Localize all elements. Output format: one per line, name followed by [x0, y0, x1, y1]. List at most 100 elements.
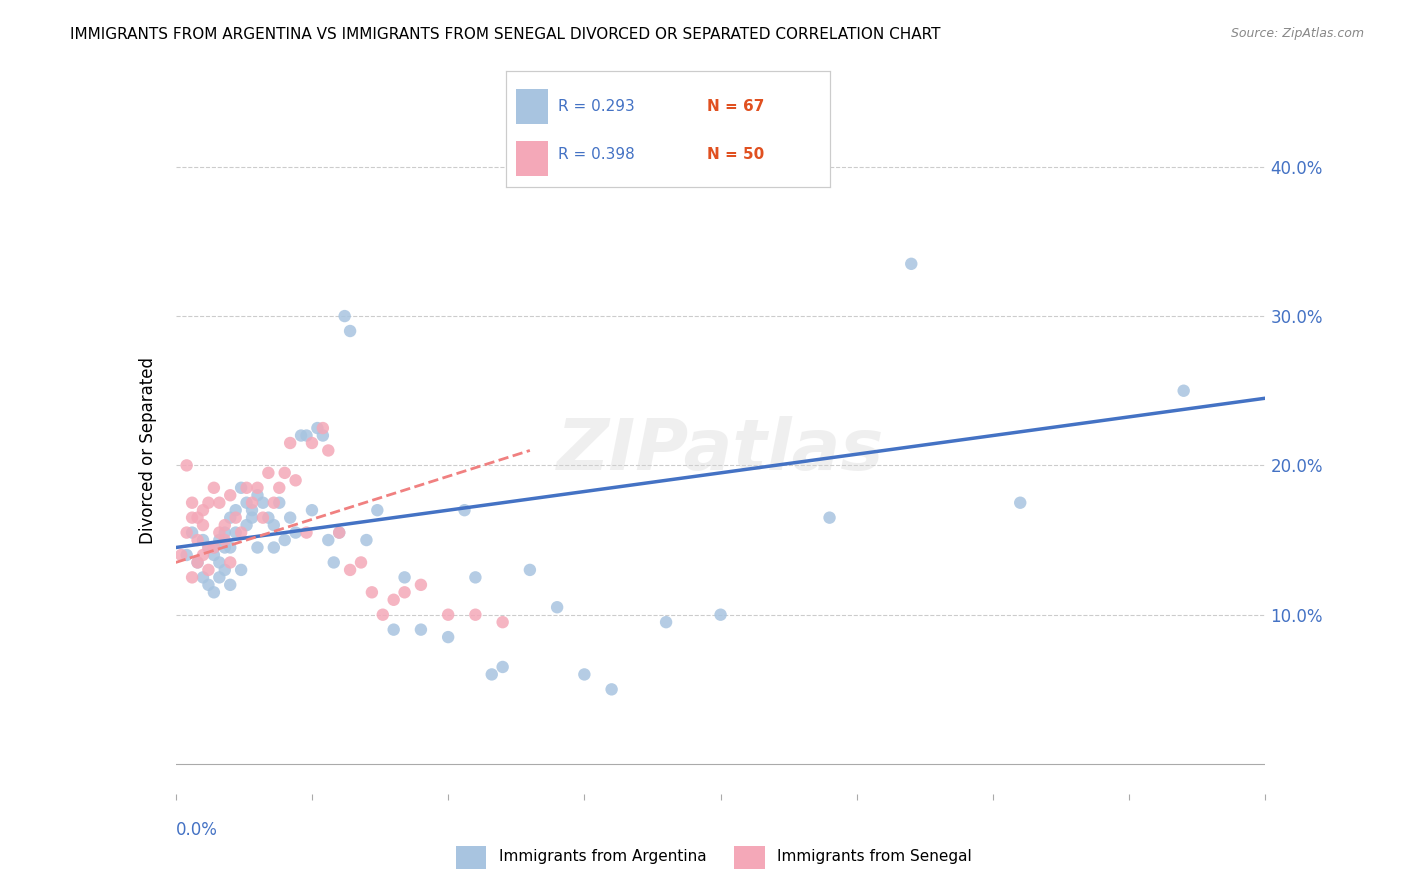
Point: [318, 533, 340, 547]
Point: [225, 503, 247, 517]
Bar: [516, 88, 548, 123]
Point: [284, 473, 307, 487]
Point: [600, 682, 623, 697]
Point: [312, 428, 335, 442]
Point: [492, 615, 515, 630]
Point: [269, 496, 291, 510]
Point: [197, 541, 219, 555]
Point: [290, 428, 312, 442]
Point: [170, 548, 193, 562]
Point: [181, 510, 204, 524]
Point: [263, 518, 285, 533]
Point: [208, 496, 231, 510]
Point: [202, 541, 225, 555]
Point: [710, 607, 733, 622]
Text: R = 0.293: R = 0.293: [558, 99, 634, 113]
Point: [197, 563, 219, 577]
Point: [208, 533, 231, 547]
Point: [464, 607, 486, 622]
Point: [214, 518, 236, 533]
Point: [214, 541, 236, 555]
Point: [186, 510, 209, 524]
Point: [235, 481, 257, 495]
Point: [219, 510, 242, 524]
Point: [252, 510, 274, 524]
Point: [219, 488, 242, 502]
Point: [350, 556, 373, 570]
Point: [382, 592, 405, 607]
Point: [360, 585, 382, 599]
Point: [191, 548, 214, 562]
Point: [263, 541, 285, 555]
Point: [328, 525, 350, 540]
Point: [1173, 384, 1195, 398]
Point: [181, 496, 204, 510]
Point: [464, 570, 486, 584]
Point: [208, 525, 231, 540]
Point: [186, 556, 209, 570]
Point: [257, 466, 280, 480]
Bar: [456, 846, 486, 869]
Point: [246, 541, 269, 555]
Point: [197, 578, 219, 592]
Point: [225, 525, 247, 540]
Text: N = 67: N = 67: [707, 99, 763, 113]
Point: [1010, 496, 1032, 510]
Point: [295, 525, 318, 540]
Point: [176, 525, 198, 540]
Point: [191, 503, 214, 517]
Point: [208, 556, 231, 570]
Point: [574, 667, 596, 681]
Text: 0.0%: 0.0%: [176, 822, 218, 839]
Point: [274, 533, 297, 547]
Point: [181, 570, 204, 584]
Point: [186, 556, 209, 570]
Point: [312, 421, 335, 435]
Point: [246, 488, 269, 502]
Text: R = 0.398: R = 0.398: [558, 147, 634, 162]
Point: [197, 541, 219, 555]
Point: [219, 556, 242, 570]
Point: [371, 607, 394, 622]
Point: [437, 607, 460, 622]
Point: [339, 324, 361, 338]
Point: [235, 518, 257, 533]
Point: [394, 585, 416, 599]
Point: [333, 309, 356, 323]
Point: [202, 585, 225, 599]
Point: [214, 533, 236, 547]
Point: [328, 525, 350, 540]
Point: [278, 510, 301, 524]
Point: [818, 510, 841, 524]
Point: [269, 481, 291, 495]
Point: [202, 548, 225, 562]
Point: [208, 570, 231, 584]
Point: [655, 615, 678, 630]
Point: [307, 421, 329, 435]
Point: [231, 481, 253, 495]
Point: [278, 436, 301, 450]
Point: [481, 667, 503, 681]
Bar: [516, 141, 548, 176]
Text: Immigrants from Senegal: Immigrants from Senegal: [778, 849, 972, 863]
Point: [186, 533, 209, 547]
Point: [176, 458, 198, 473]
Point: [252, 496, 274, 510]
Point: [263, 496, 285, 510]
Text: Source: ZipAtlas.com: Source: ZipAtlas.com: [1230, 27, 1364, 40]
Bar: [734, 846, 765, 869]
Point: [197, 496, 219, 510]
Point: [546, 600, 568, 615]
Point: [295, 428, 318, 442]
Point: [394, 570, 416, 584]
Point: [274, 466, 297, 480]
Text: Immigrants from Argentina: Immigrants from Argentina: [499, 849, 706, 863]
Point: [322, 556, 344, 570]
Point: [437, 630, 460, 644]
Point: [235, 496, 257, 510]
Point: [240, 510, 263, 524]
Point: [181, 525, 204, 540]
Text: ZIPatlas: ZIPatlas: [557, 416, 884, 485]
Point: [214, 525, 236, 540]
Point: [366, 503, 388, 517]
